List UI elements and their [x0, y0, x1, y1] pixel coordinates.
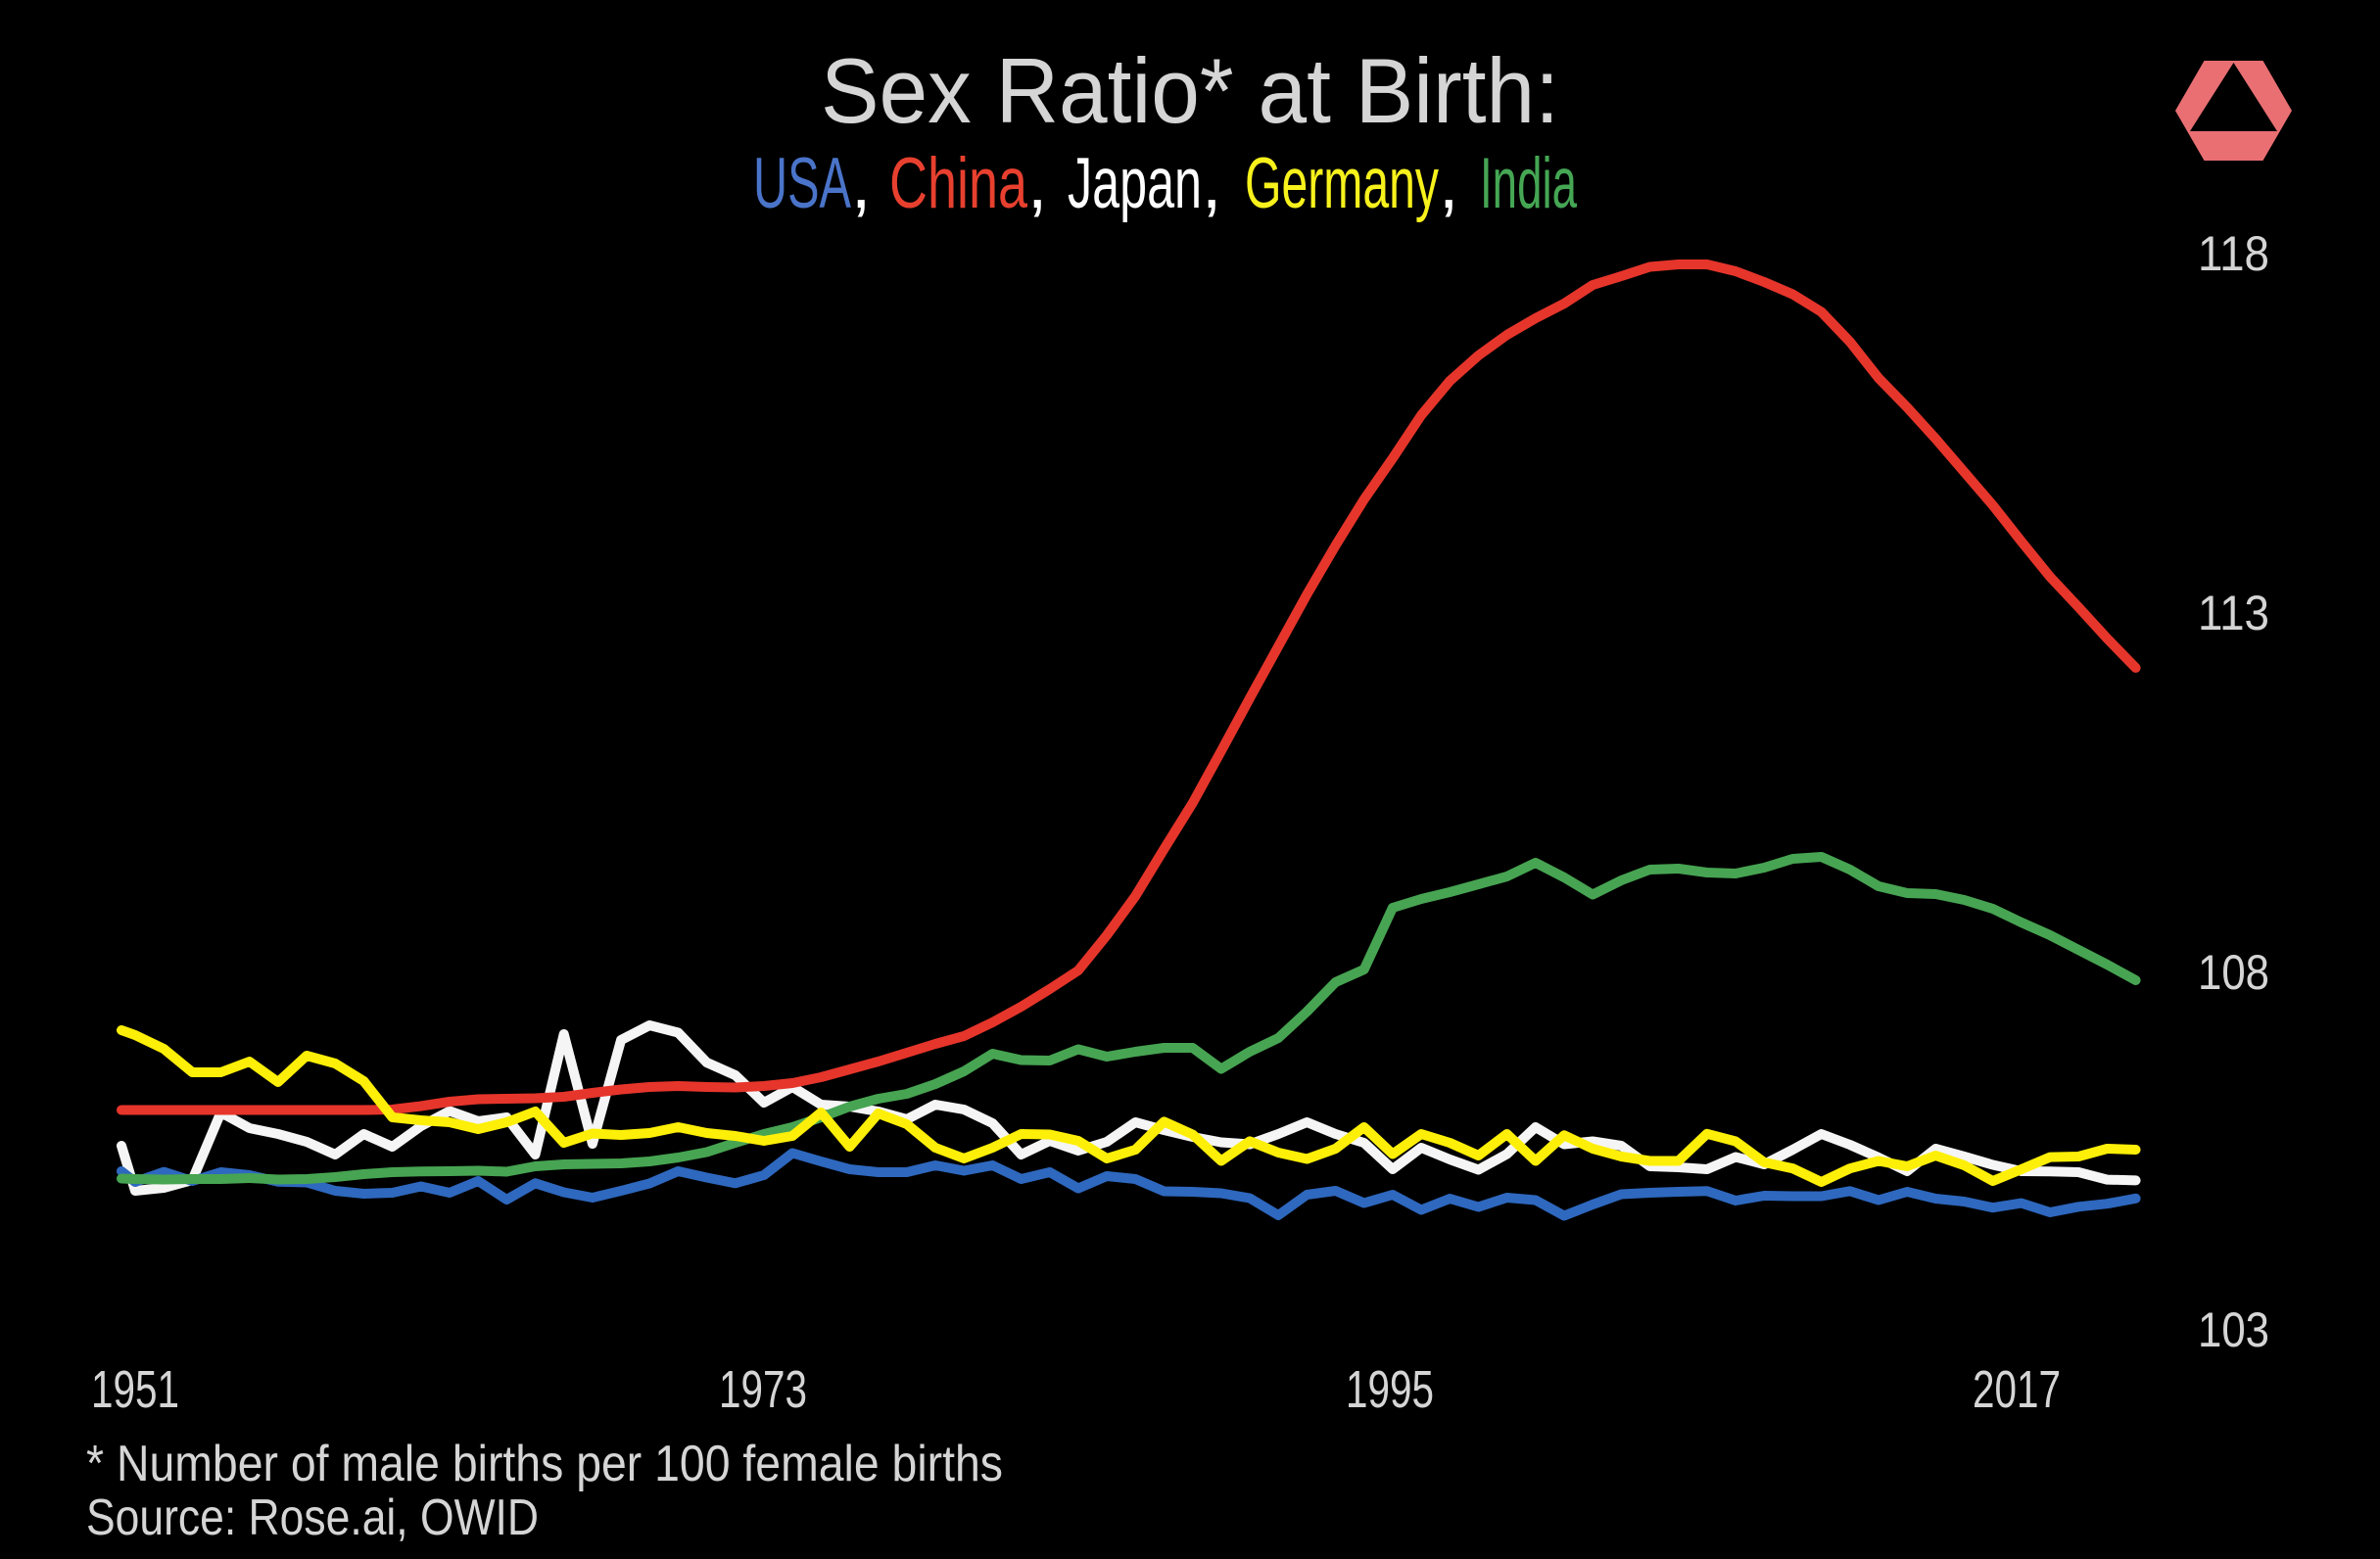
- svg-text:108: 108: [2198, 945, 2269, 1000]
- svg-text:China: China: [889, 144, 1027, 223]
- svg-text:1995: 1995: [1346, 1360, 1434, 1419]
- svg-text:1951: 1951: [91, 1360, 179, 1419]
- svg-text:India: India: [1480, 144, 1577, 223]
- svg-text:1973: 1973: [719, 1360, 807, 1419]
- svg-text:Source: Rose.ai, OWID: Source: Rose.ai, OWID: [86, 1489, 539, 1546]
- svg-text:,: ,: [1439, 144, 1458, 223]
- svg-text:,: ,: [1202, 144, 1221, 223]
- svg-text:,: ,: [851, 144, 871, 223]
- svg-text:2017: 2017: [1973, 1360, 2061, 1419]
- svg-text:USA: USA: [753, 144, 851, 223]
- svg-text:Japan: Japan: [1068, 144, 1202, 223]
- svg-text:113: 113: [2198, 586, 2269, 640]
- svg-text:103: 103: [2198, 1302, 2269, 1357]
- svg-text:,: ,: [1027, 144, 1047, 223]
- svg-text:Sex Ratio* at Birth:: Sex Ratio* at Birth:: [821, 39, 1559, 142]
- svg-text:* Number of male births per 10: * Number of male births per 100 female b…: [86, 1436, 1003, 1492]
- svg-text:118: 118: [2198, 226, 2269, 281]
- svg-text:Germany: Germany: [1245, 144, 1439, 223]
